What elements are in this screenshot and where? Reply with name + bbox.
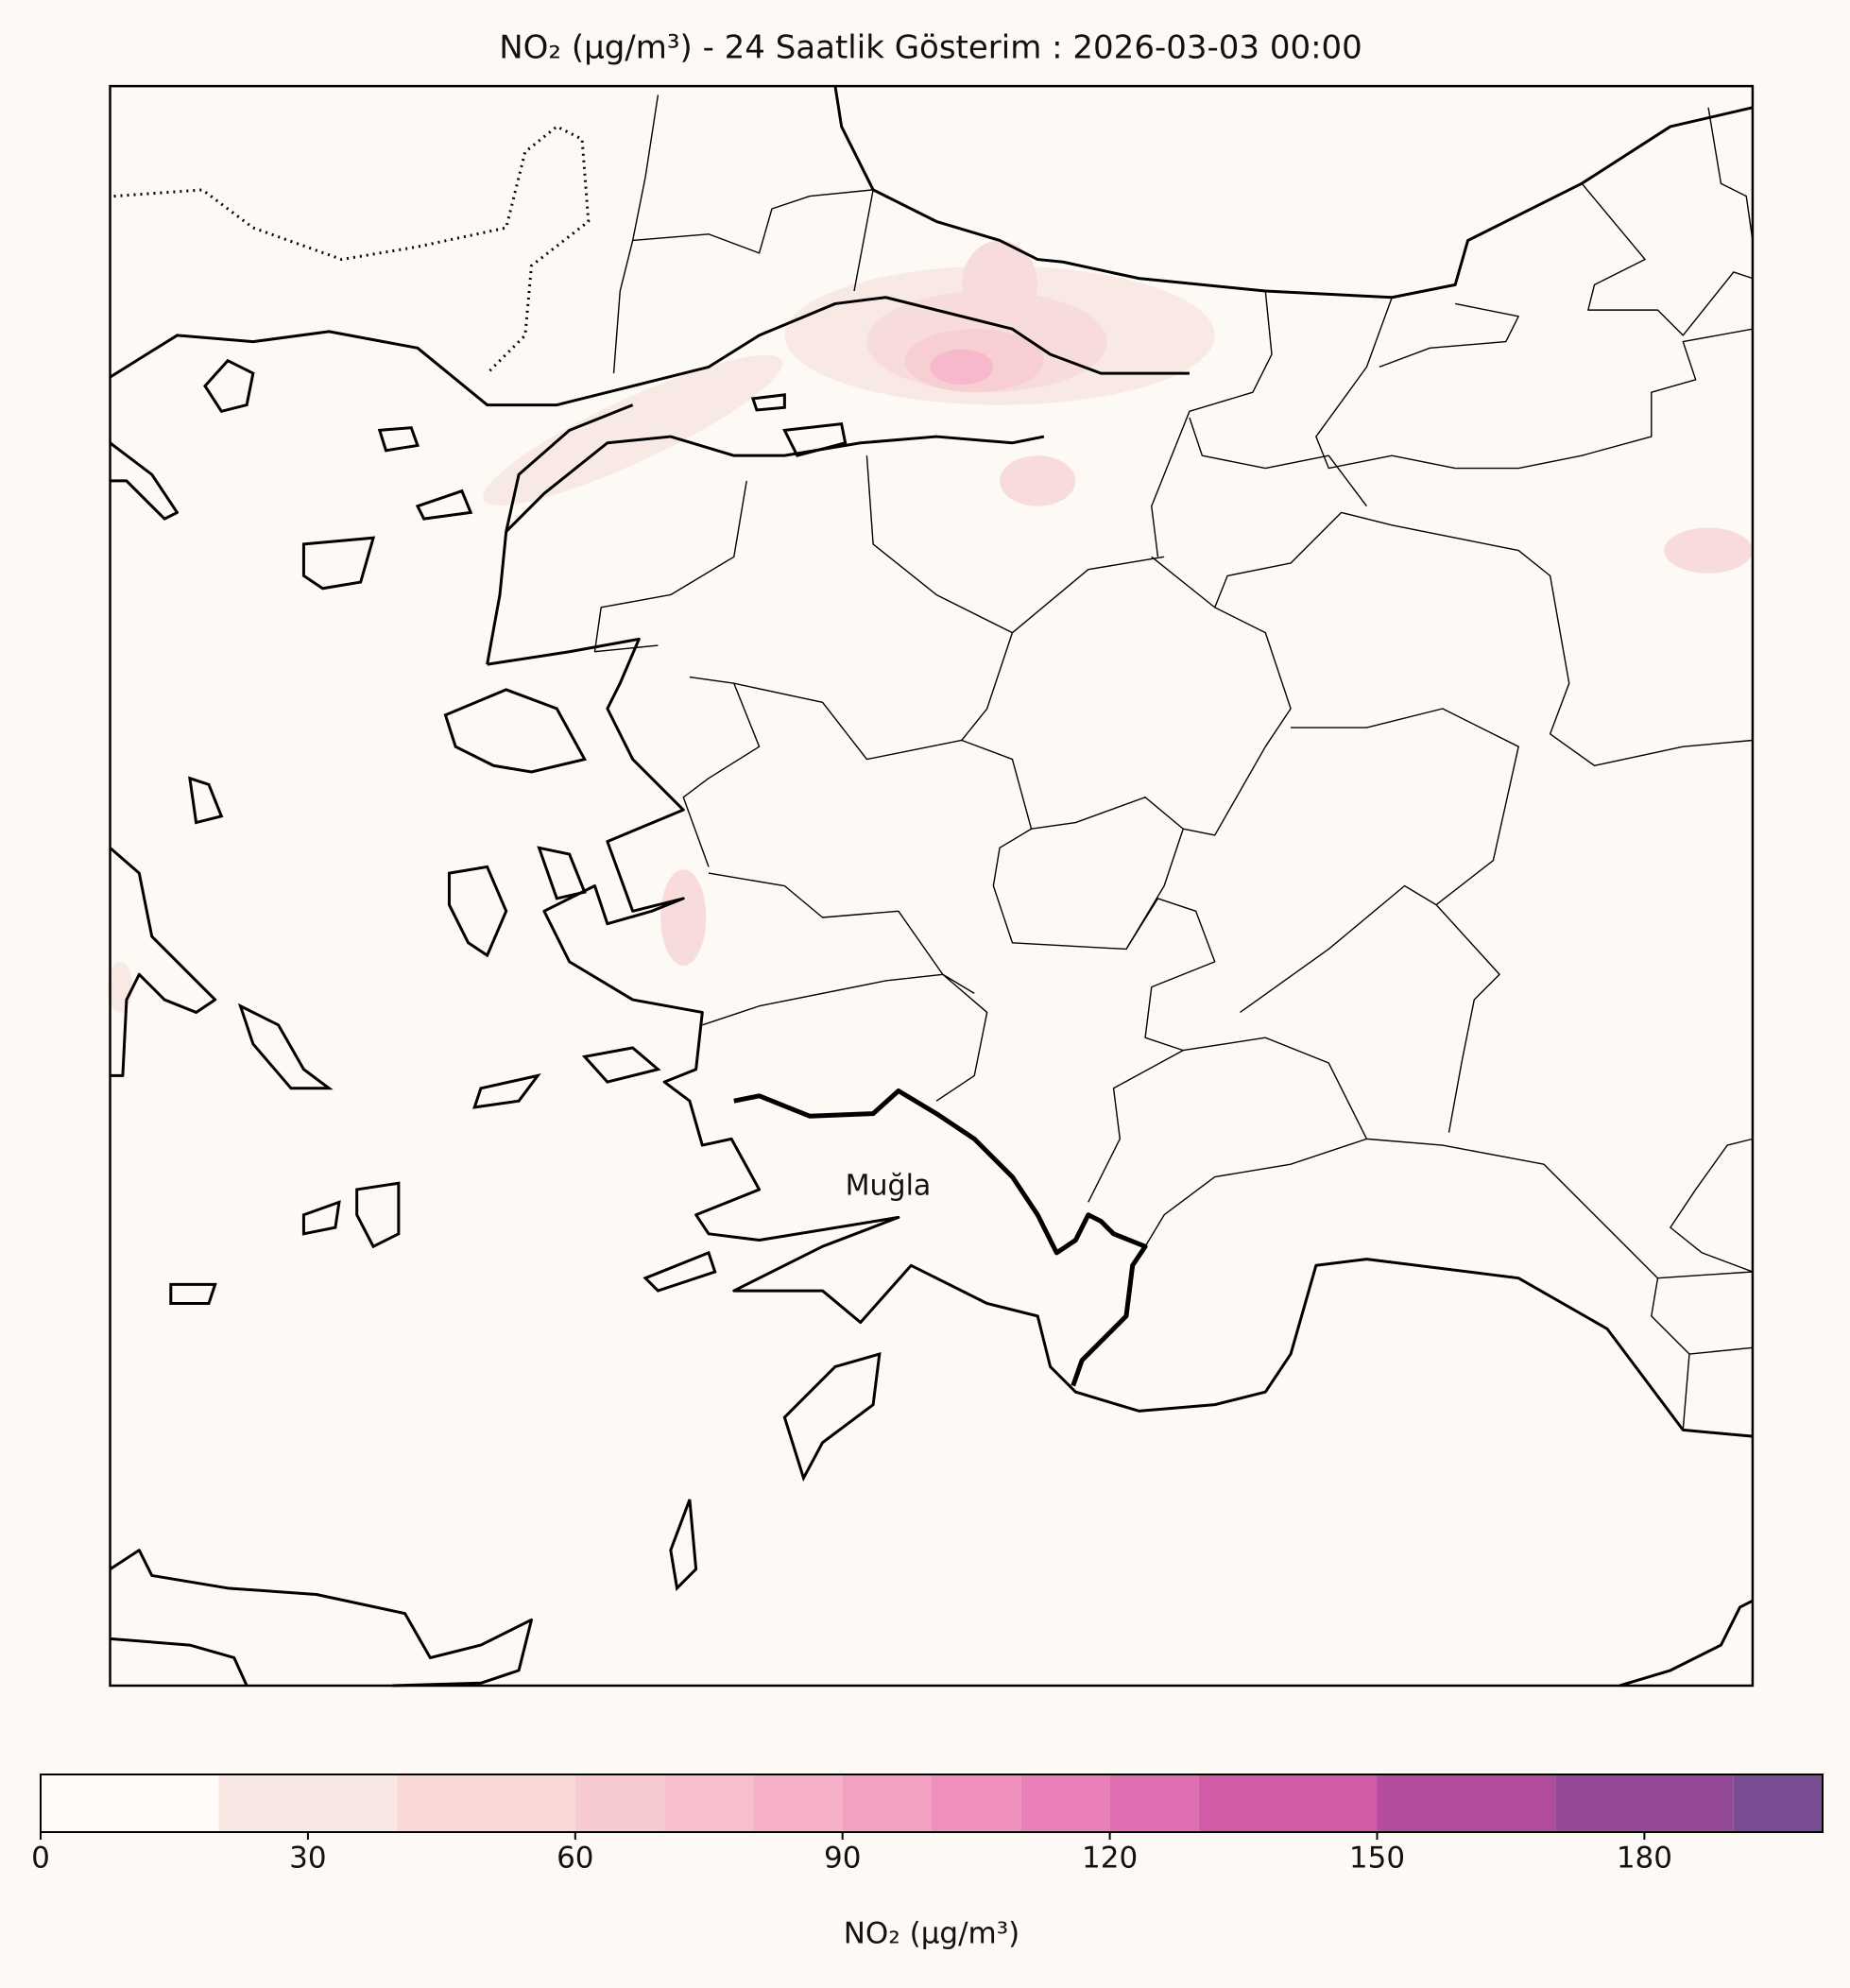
coastline — [1619, 1601, 1753, 1686]
map — [107, 86, 1753, 1686]
colorbar-bin — [1555, 1774, 1734, 1832]
colorbar-bin — [842, 1774, 932, 1832]
colorbar-bin — [41, 1774, 219, 1832]
colorbar-tick-label: 60 — [557, 1842, 593, 1876]
colorbar-bin — [1020, 1774, 1110, 1832]
place-label: Muğla — [846, 1170, 932, 1203]
colorbar-bin — [1109, 1774, 1199, 1832]
coastline — [835, 86, 1753, 298]
colorbar-frame — [40, 1774, 1824, 1833]
colorbar-tick-label: 30 — [289, 1842, 326, 1876]
coastline — [111, 443, 178, 519]
coastline — [111, 1638, 248, 1686]
map-title: NO₂ (µg/m³) - 24 Saatlik Gösterim : 2026… — [499, 29, 1362, 67]
colorbar-bin — [932, 1774, 1021, 1832]
colorbar-bin — [218, 1774, 398, 1832]
colorbar: 0 30 60 90 120 150 180 — [31, 1774, 1824, 1876]
colorbar-bin — [664, 1774, 754, 1832]
coastline — [111, 1551, 532, 1686]
colorbar-bin — [1733, 1774, 1823, 1832]
coastline — [111, 848, 215, 1075]
colorbar-bin — [574, 1774, 665, 1832]
colorbar-bin — [1198, 1774, 1378, 1832]
coastline — [506, 437, 1044, 531]
highlight-border — [734, 1090, 1145, 1385]
coastline — [488, 405, 633, 665]
colorbar-tick-label: 180 — [1617, 1842, 1672, 1876]
colorbar-tick-label: 150 — [1349, 1842, 1405, 1876]
map-frame — [111, 86, 1753, 1686]
colorbar-bin — [1377, 1774, 1556, 1832]
colorbar-label: NO₂ (µg/m³) — [844, 1917, 1020, 1951]
province-borders — [594, 94, 1752, 1430]
islands — [171, 361, 880, 1588]
colorbar-bin — [753, 1774, 843, 1832]
colorbar-tick-label: 120 — [1082, 1842, 1138, 1876]
colorbar-bin — [397, 1774, 575, 1832]
no2-field — [107, 240, 1753, 1013]
colorbar-tick-label: 90 — [824, 1842, 861, 1876]
coastline — [488, 639, 1753, 1436]
country-border — [114, 127, 589, 373]
coastline — [111, 298, 1190, 405]
colorbar-tick-label: 0 — [31, 1842, 50, 1876]
